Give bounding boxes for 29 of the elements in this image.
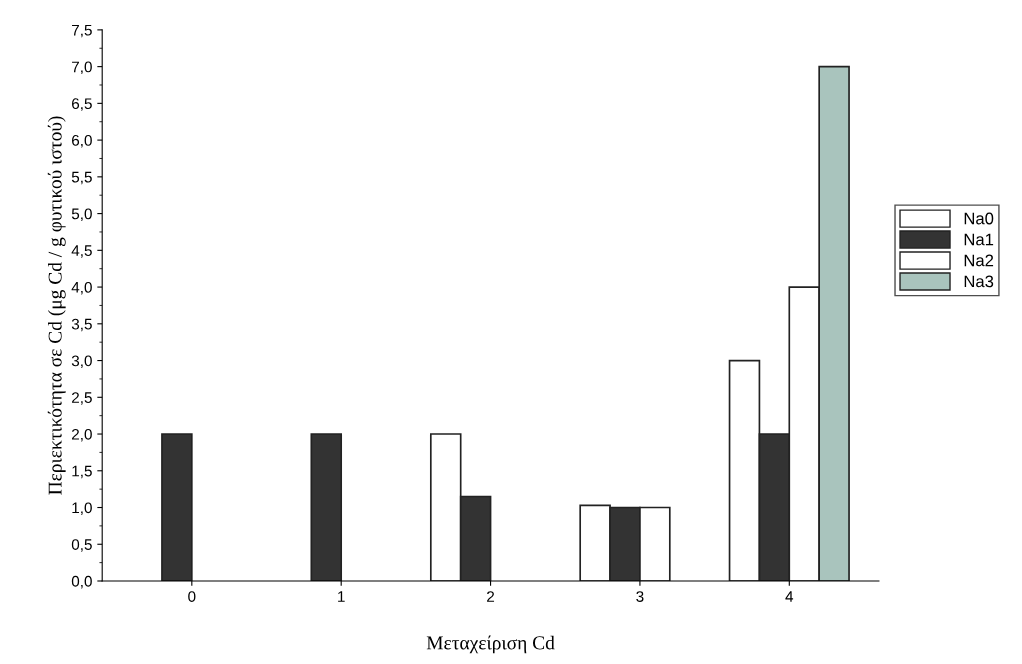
y-tick-label: 2,0	[72, 428, 92, 442]
x-tick-label: 4	[785, 591, 794, 602]
y-tick-label: 2,5	[72, 392, 92, 405]
bar	[161, 433, 193, 581]
y-tick-label: 7,0	[72, 61, 92, 75]
y-tick-label: 1,5	[72, 465, 92, 479]
y-tick-label: 4,5	[71, 245, 92, 258]
x-tick-label: 1	[338, 591, 345, 602]
y-tick-label: 5,5	[71, 171, 92, 185]
x-tick-label: 3	[636, 591, 644, 602]
y-tick-label: 0,0	[71, 575, 92, 589]
y-tick-label: 5,0	[71, 208, 92, 222]
y-tick-label: 3,0	[71, 355, 92, 369]
y-tick-label: 0,5	[71, 539, 92, 552]
legend-label: Na0	[964, 212, 994, 225]
y-tick-label: 3,5	[71, 318, 92, 332]
y-tick-label: 4,0	[71, 281, 92, 295]
y-tick-label: 6,0	[72, 134, 92, 148]
y-tick-label: 1,0	[72, 502, 92, 516]
legend-label: Na2	[964, 254, 994, 267]
y-axis-title: Περιεκτικότητα σε Cd (μg Cd / g φυτικού ιστού)	[47, 116, 66, 495]
legend-label: Na3	[964, 275, 994, 288]
y-tick-label: 6,5	[72, 98, 92, 111]
x-tick-label: 0	[188, 591, 196, 602]
x-tick-label: 2	[487, 591, 495, 602]
x-axis-title: Μεταχείριση Cd	[426, 635, 555, 654]
y-tick-label: 7,5	[72, 24, 92, 38]
legend-label: Na1	[964, 233, 994, 246]
bar	[310, 433, 343, 581]
